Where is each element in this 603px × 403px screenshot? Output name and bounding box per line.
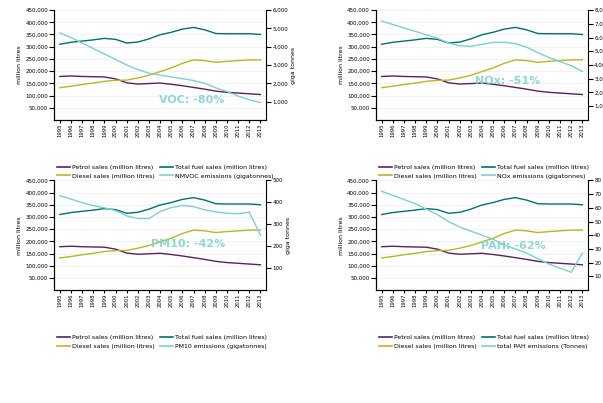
Y-axis label: million litres: million litres <box>17 216 22 255</box>
Legend: Petrol sales (million litres), Diesel sales (million litres), Total fuel sales (: Petrol sales (million litres), Diesel sa… <box>57 335 267 349</box>
Y-axis label: million litres: million litres <box>339 46 344 84</box>
Legend: Petrol sales (million litres), Diesel sales (million litres), Total fuel sales (: Petrol sales (million litres), Diesel sa… <box>379 165 589 179</box>
Y-axis label: giga tonnes: giga tonnes <box>286 217 291 254</box>
Text: NOx: -51%: NOx: -51% <box>475 77 540 87</box>
Text: VOC: -80%: VOC: -80% <box>159 95 224 105</box>
Y-axis label: giga tonnes: giga tonnes <box>291 46 296 83</box>
Y-axis label: million litres: million litres <box>339 216 344 255</box>
Text: PM10: -42%: PM10: -42% <box>151 239 225 249</box>
Legend: Petrol sales (million litres), Diesel sales (million litres), Total fuel sales (: Petrol sales (million litres), Diesel sa… <box>379 335 589 349</box>
Y-axis label: million litres: million litres <box>17 46 22 84</box>
Legend: Petrol sales (million litres), Diesel sales (million litres), Total fuel sales (: Petrol sales (million litres), Diesel sa… <box>57 165 274 179</box>
Text: PAH: -62%: PAH: -62% <box>481 241 546 251</box>
